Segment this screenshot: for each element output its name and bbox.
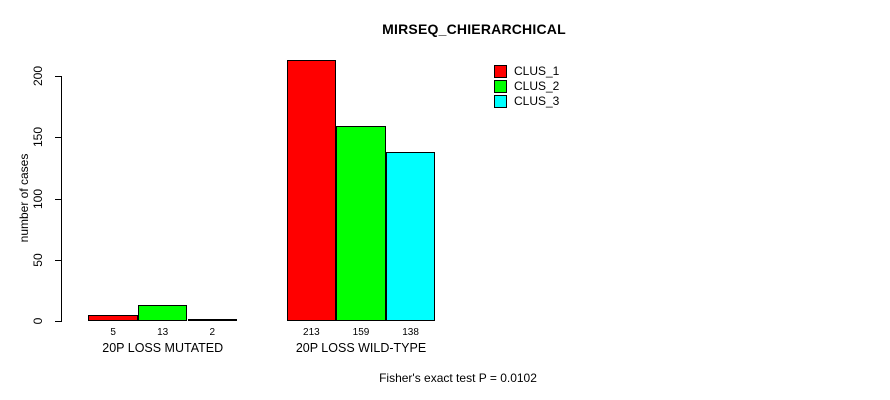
- legend-label: CLUS_3: [514, 94, 560, 108]
- y-tick-label: 50: [31, 253, 45, 267]
- y-axis-label: number of cases: [17, 153, 31, 243]
- bar-value-label: 13: [157, 327, 169, 338]
- bar-clus-2-20p-loss-wild-type: [336, 126, 386, 321]
- y-tick-label: 150: [31, 127, 45, 148]
- bar-value-label: 2: [209, 327, 216, 338]
- category-label-20p-loss-wild-type: 20P LOSS WILD-TYPE: [295, 341, 427, 355]
- legend-row: CLUS_2: [494, 79, 559, 94]
- bar-value-label: 213: [303, 327, 320, 338]
- legend-row: CLUS_1: [494, 64, 559, 79]
- y-tick: [55, 198, 62, 200]
- bar-clus-1-20p-loss-wild-type: [286, 60, 337, 321]
- bar-value-label: 159: [352, 327, 370, 338]
- bar-value-label: 138: [402, 327, 419, 338]
- legend-swatch-clus-2: [494, 80, 507, 93]
- y-tick: [55, 76, 62, 77]
- legend-swatch-clus-3: [494, 95, 507, 108]
- legend: CLUS_1 CLUS_2 CLUS_3: [494, 64, 559, 109]
- annotation-fisher-test: Fisher's exact test P = 0.0102: [379, 371, 537, 385]
- bar-value-label: 5: [110, 327, 116, 338]
- legend-row: CLUS_3: [494, 94, 559, 109]
- bar-clus-3-20p-loss-mutated: [187, 318, 238, 321]
- bar-clus-3-20p-loss-wild-type: [385, 151, 436, 321]
- bar-clus-2-20p-loss-mutated: [137, 305, 188, 321]
- category-label-20p-loss-mutated: 20P LOSS MUTATED: [102, 341, 224, 355]
- y-tick-label: 100: [31, 188, 45, 209]
- legend-swatch-clus-1: [494, 65, 507, 78]
- legend-label: CLUS_2: [514, 79, 560, 93]
- legend-label: CLUS_1: [514, 64, 560, 78]
- bar-clus-1-20p-loss-mutated: [88, 314, 138, 321]
- chart-title: MIRSEQ_CHIERARCHICAL: [382, 21, 566, 37]
- y-tick: [55, 137, 62, 139]
- y-tick: [55, 321, 62, 322]
- y-tick-label: 200: [31, 65, 45, 87]
- y-tick-label: 0: [31, 317, 45, 325]
- y-tick: [55, 259, 62, 261]
